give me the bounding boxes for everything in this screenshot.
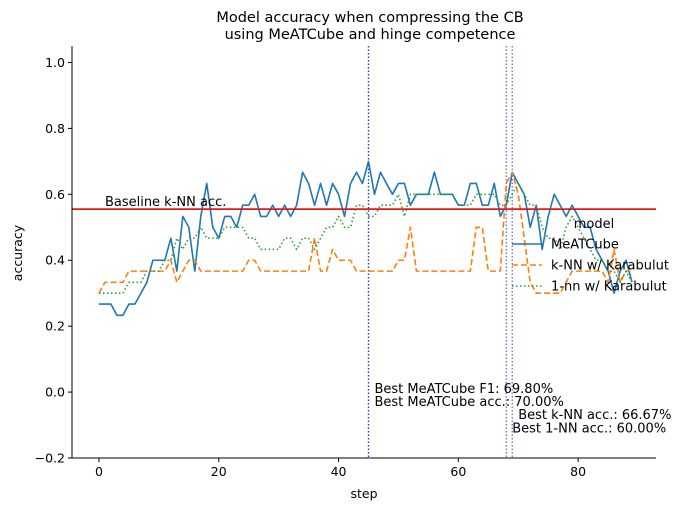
legend-title: model bbox=[574, 217, 614, 232]
y-tick-label-1: 0.0 bbox=[45, 385, 65, 400]
legend-entry-1: k-NN w/ Karabulut bbox=[551, 259, 669, 274]
annotation-2: Best k-NN acc.: 66.67% bbox=[518, 408, 671, 423]
legend-entry-2: 1-nn w/ Karabulut bbox=[551, 280, 667, 295]
y-axis-label: accuracy bbox=[10, 224, 25, 281]
legend-entry-0: MeATCube bbox=[551, 238, 619, 253]
axes: 0 20 40 60 80 −0.2 0.0 0.2 0.4 0.6 0.8 1.0 bbox=[35, 46, 656, 479]
y-tick-label-5: 0.8 bbox=[45, 121, 65, 136]
chart-title-line-1: Model accuracy when compressing the CB bbox=[216, 10, 523, 26]
annotation-0: Best MeATCube F1: 69.80% bbox=[374, 382, 553, 397]
series-line-2 bbox=[98, 182, 633, 295]
y-tick-label-4: 0.6 bbox=[45, 187, 65, 202]
y-tick-label-3: 0.4 bbox=[45, 253, 65, 268]
x-axis-label: step bbox=[350, 486, 377, 501]
y-tick-label-2: 0.2 bbox=[45, 319, 65, 334]
chart-title-line-2: using MeATCube and hinge competence bbox=[225, 27, 516, 43]
y-tick-label-6: 1.0 bbox=[45, 55, 65, 70]
plot-area: Baseline k-NN acc. Best MeATCube F1: 69.8… bbox=[72, 46, 671, 458]
x-tick-label-4: 80 bbox=[570, 464, 586, 479]
y-tick-label-0: −0.2 bbox=[35, 451, 65, 466]
x-tick-label-2: 40 bbox=[331, 464, 347, 479]
annotation-3: Best 1-NN acc.: 60.00% bbox=[512, 421, 666, 436]
baseline-label: Baseline k-NN acc. bbox=[105, 195, 226, 210]
x-tick-label-1: 20 bbox=[211, 464, 227, 479]
series-line-0 bbox=[98, 160, 633, 317]
x-tick-label-0: 0 bbox=[95, 464, 103, 479]
annotation-1: Best MeATCube acc.: 70.00% bbox=[374, 395, 563, 410]
legend: model MeATCube k-NN w/ Karabulut 1-nn w/ Ka… bbox=[512, 217, 669, 295]
series-line-1 bbox=[98, 171, 633, 295]
x-tick-label-3: 60 bbox=[450, 464, 466, 479]
